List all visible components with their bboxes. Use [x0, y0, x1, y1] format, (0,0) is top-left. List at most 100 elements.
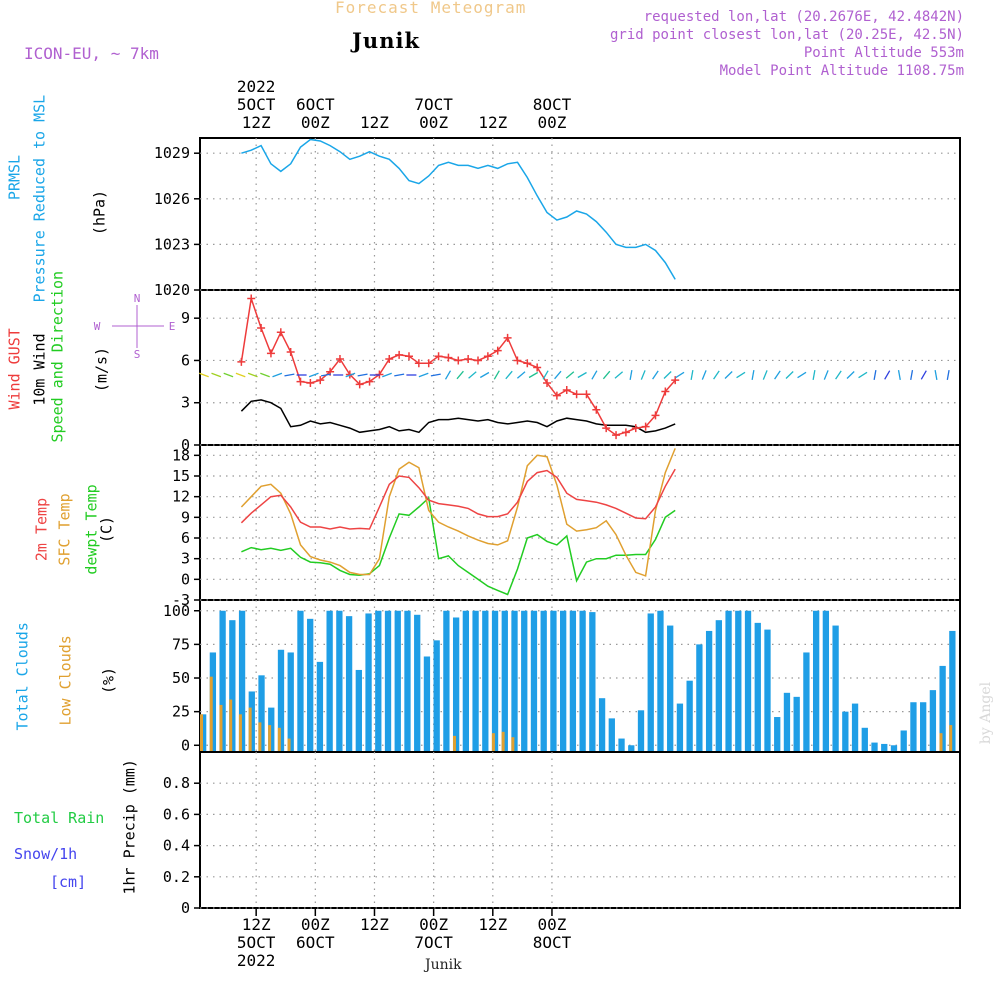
total-cloud-bar-10 — [297, 610, 304, 751]
wind-dir-arrow-19 — [430, 373, 441, 377]
wind-dir-arrow-23 — [479, 371, 490, 379]
wind-dir-arrow-33 — [602, 370, 611, 380]
total-cloud-bar-1 — [209, 652, 217, 751]
grid-point-location: grid point closest lon,lat (20.25E, 42.5… — [609, 27, 964, 43]
wind-dir-arrow-24 — [493, 370, 500, 380]
total-cloud-bar-41 — [598, 698, 606, 751]
wind-gust-line-marker-41 — [641, 422, 650, 431]
wind-gust-line-marker-25 — [483, 352, 492, 361]
total-cloud-bar-13 — [326, 610, 333, 751]
bottom-hour-label-3: 00Z — [419, 915, 448, 934]
top-year-label-0: 2022 — [237, 77, 276, 96]
total-cloud-bar-31 — [501, 610, 508, 751]
footer-station: Junik — [425, 957, 462, 973]
total-cloud-bar-59 — [774, 717, 781, 751]
total-cloud-bar-60 — [783, 692, 791, 751]
panel-frame-5 — [199, 751, 961, 909]
panel-3-ytick-label-0: 18 — [172, 446, 190, 464]
panel-3-ytick-label-6: 0 — [181, 570, 190, 588]
wind-dir-arrow-1 — [211, 372, 222, 378]
wind-dir-arrow-53 — [846, 371, 855, 379]
total-cloud-bar-55 — [735, 610, 742, 751]
wind-gust-line-marker-37 — [602, 424, 611, 433]
total-cloud-bar-22 — [414, 614, 421, 751]
total-cloud-bar-56 — [744, 610, 752, 751]
total-cloud-bar-66 — [842, 711, 849, 751]
total-cloud-bar-14 — [336, 610, 343, 751]
wind-gust-line-marker-2 — [257, 324, 266, 333]
wind-dir-arrow-57 — [897, 369, 901, 381]
total-cloud-bar-42 — [608, 718, 615, 751]
panel-5-ytick-label-4: 0 — [181, 899, 190, 917]
top-day-label-5: 8OCT — [533, 95, 572, 114]
wind-dir-arrow-5 — [260, 372, 270, 378]
wind-gust-line-marker-13 — [365, 377, 374, 386]
total-cloud-bar-7 — [268, 707, 275, 751]
wind-dir-arrow-44 — [736, 371, 746, 379]
wind-gust-line-marker-28 — [513, 356, 522, 365]
panel-3-ytick-label-3: 9 — [181, 508, 190, 526]
low-cloud-bar-8 — [277, 727, 281, 751]
wind-dir-arrow-60 — [934, 369, 938, 381]
wind-gust-line — [240, 298, 676, 436]
total-cloud-bar-11 — [307, 618, 314, 751]
total-cloud-bar-2 — [219, 610, 226, 751]
wind-dir-arrow-58 — [910, 369, 914, 381]
total-cloud-bar-54 — [725, 610, 732, 751]
wind-dir-arrow-6 — [272, 372, 283, 378]
bottom-hour-label-2: 12Z — [360, 915, 389, 934]
total-cloud-bar-24 — [433, 640, 440, 751]
low-cloud-bar-5 — [248, 707, 252, 751]
wind-dir-arrow-35 — [629, 369, 633, 381]
wind-gust-line-marker-16 — [395, 350, 404, 359]
wind-dir-arrow-28 — [542, 370, 549, 380]
total-cloud-bar-52 — [705, 630, 713, 751]
wind-dir-arrow-29 — [554, 370, 562, 380]
wind-dir-arrow-21 — [456, 370, 464, 380]
total-cloud-bar-67 — [851, 703, 859, 751]
panel-3-ytick-label-4: 6 — [181, 529, 190, 547]
total-cloud-bar-46 — [647, 613, 654, 751]
wind-dir-arrow-0 — [199, 372, 209, 378]
wind-dir-arrow-3 — [235, 372, 246, 378]
wind-dir-arrow-48 — [785, 371, 794, 379]
total-cloud-bar-37 — [560, 610, 567, 751]
total-cloud-bar-75 — [929, 690, 937, 751]
wind-gust-line-marker-35 — [582, 390, 591, 399]
total-cloud-bar-64 — [822, 610, 830, 751]
total-cloud-bar-51 — [696, 644, 703, 751]
total-cloud-bar-32 — [511, 610, 518, 751]
wind-dir-arrow-7 — [284, 373, 295, 377]
wind-dir-arrow-59 — [920, 370, 927, 380]
point-altitude: Point Altitude 553m — [803, 45, 964, 61]
panel-3-ytick-label-2: 12 — [172, 488, 190, 506]
model-name: ICON-EU, ~ 7km — [24, 44, 159, 63]
total-cloud-bar-15 — [345, 616, 353, 751]
total-cloud-bar-76 — [939, 665, 946, 751]
bottom-year-label-0: 2022 — [237, 951, 276, 970]
top-hour-label-2: 12Z — [360, 113, 389, 132]
panel-2-ytick-label-0: 9 — [181, 309, 190, 327]
wind-gust-line-marker-29 — [523, 359, 532, 368]
total-cloud-bar-74 — [920, 702, 927, 751]
station-name: Junik — [352, 28, 420, 53]
wind-dir-arrow-25 — [505, 370, 513, 380]
wind-gust-line-marker-36 — [592, 405, 601, 414]
top-hour-label-3: 00Z — [419, 113, 448, 132]
panel-5-ytick-label-3: 0.2 — [163, 868, 190, 886]
low-cloud-bar-0 — [200, 714, 203, 751]
panel-4-ytick-label-4: 0 — [181, 736, 190, 754]
top-hour-label-5: 00Z — [538, 113, 567, 132]
total-cloud-bar-26 — [452, 617, 460, 751]
wind-dir-arrow-22 — [468, 371, 477, 379]
total-cloud-bar-38 — [569, 610, 577, 751]
total-cloud-bar-49 — [676, 703, 684, 751]
panel-2-ytick-label-3: 0 — [181, 436, 190, 454]
low-cloud-bar-9 — [287, 738, 291, 751]
panel-3-ytick-label-1: 15 — [172, 467, 190, 485]
total-cloud-bar-53 — [715, 620, 722, 751]
total-cloud-bar-23 — [423, 656, 431, 751]
wind-dir-arrow-10 — [320, 373, 332, 377]
total-cloud-bar-39 — [579, 610, 586, 751]
wind-gust-line-marker-5 — [286, 348, 295, 356]
